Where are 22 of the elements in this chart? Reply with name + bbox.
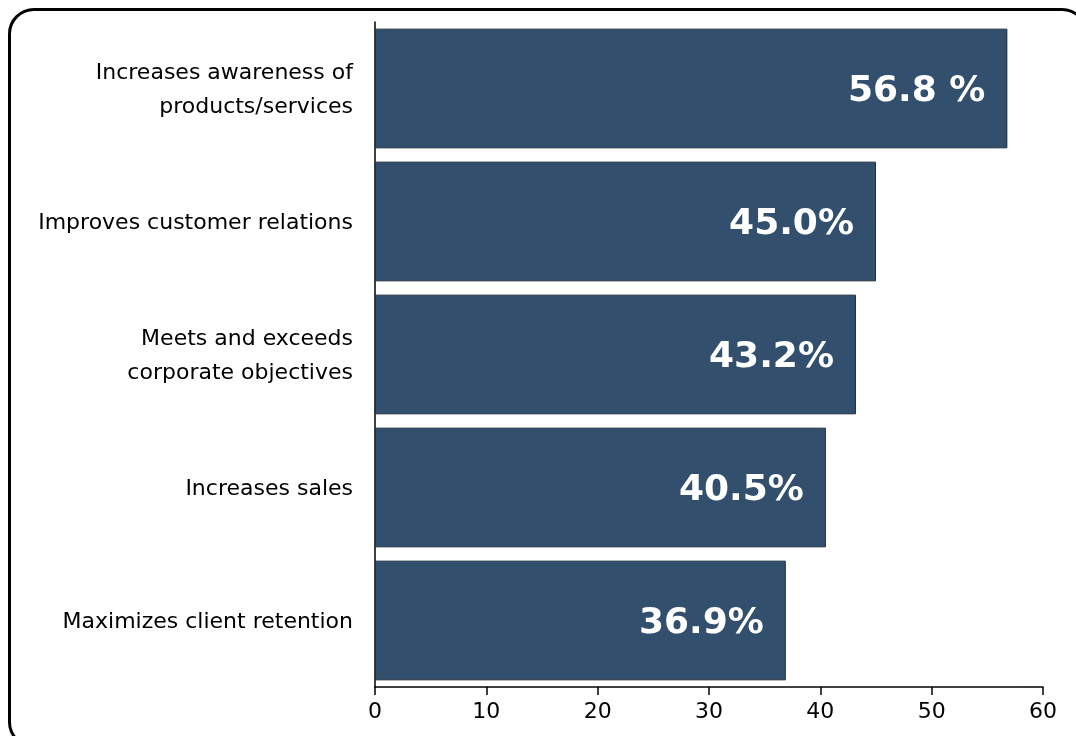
x-tick-label: 50 — [917, 697, 946, 723]
data-label: 43.2% — [709, 334, 834, 375]
x-tick-label: 40 — [806, 697, 835, 723]
bar — [375, 560, 786, 681]
x-tick-label: 0 — [368, 697, 382, 723]
data-label: 36.9% — [638, 600, 764, 641]
y-tick-label: Maximizes client retention — [62, 608, 353, 633]
x-tick-label: 10 — [472, 697, 501, 723]
y-tick-label: Meets and exceeds corporate objectives — [127, 325, 353, 384]
bar — [375, 161, 876, 282]
y-tick-label: Increases sales — [185, 475, 353, 500]
y-tick-label: Increases awareness of products/services — [95, 59, 355, 118]
data-label: 45.0% — [729, 201, 854, 242]
x-tick-label: 20 — [583, 697, 612, 723]
bar — [375, 294, 856, 415]
x-tick-label: 30 — [695, 697, 723, 723]
data-label: 40.5% — [678, 467, 804, 508]
bar — [375, 427, 826, 548]
x-tick-label: 60 — [1029, 697, 1057, 723]
data-label: 56.8 % — [847, 68, 986, 109]
bar — [375, 28, 1008, 149]
y-tick-label: Improves customer relations — [38, 209, 353, 234]
